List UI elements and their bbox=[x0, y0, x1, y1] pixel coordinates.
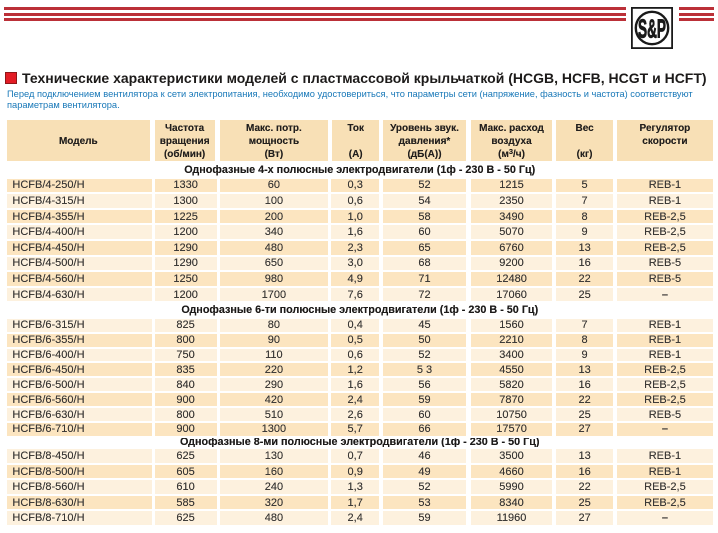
svg-text:S&P: S&P bbox=[638, 15, 666, 44]
